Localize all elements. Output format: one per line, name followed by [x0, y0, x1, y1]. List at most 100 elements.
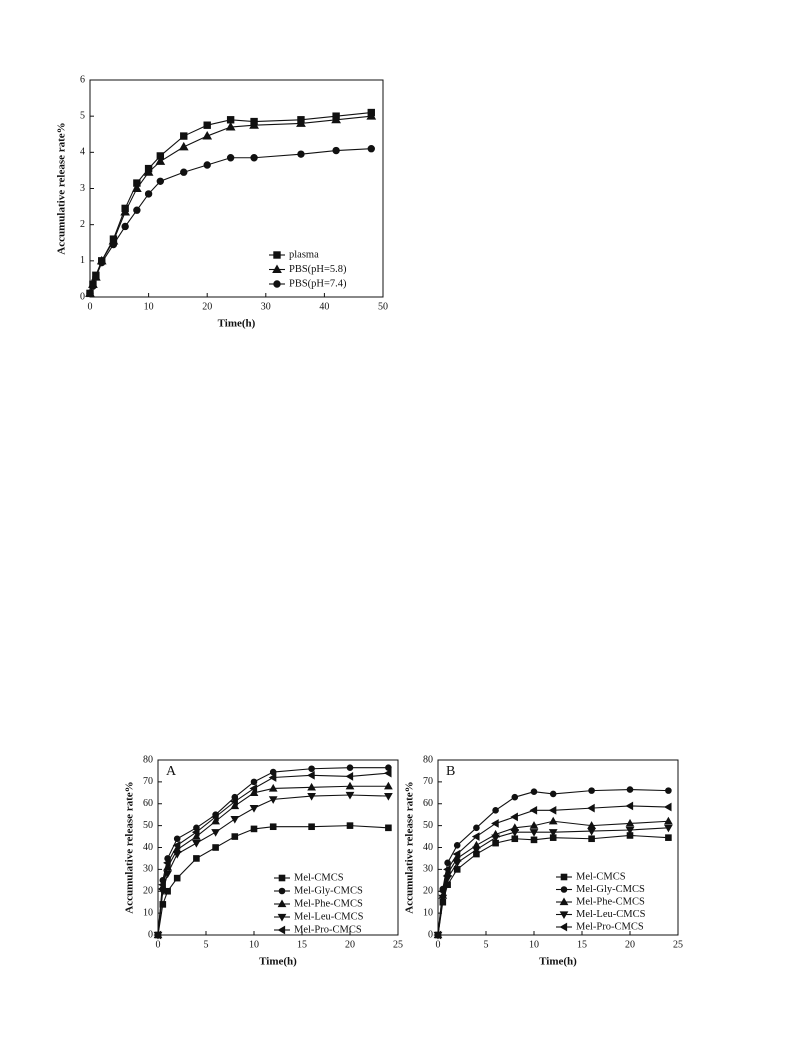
y-axis-label: Accumulative release rate% — [124, 781, 136, 913]
marker — [588, 787, 595, 794]
marker — [345, 772, 354, 781]
marker — [453, 866, 461, 873]
x-tick-label: 5 — [484, 939, 489, 950]
marker — [664, 824, 673, 833]
marker — [278, 887, 286, 895]
y-tick-label: 40 — [143, 842, 153, 853]
legend-label: Mel-Pro-CMCS — [294, 924, 362, 935]
x-tick-label: 5 — [204, 939, 209, 950]
marker — [159, 901, 167, 908]
marker — [225, 122, 236, 131]
legend-entry: Mel-Pro-CMCS — [556, 921, 644, 932]
marker — [250, 154, 258, 162]
marker — [331, 114, 341, 124]
x-tick-label: 50 — [378, 301, 388, 312]
marker — [433, 930, 442, 940]
marker — [268, 783, 278, 792]
marker — [530, 836, 538, 844]
y-tick-label: 80 — [143, 754, 153, 765]
marker — [560, 886, 568, 893]
y-tick-label: 10 — [143, 907, 153, 918]
marker — [384, 792, 393, 801]
legend-entry: Mel-Leu-CMCS — [274, 911, 364, 922]
marker — [367, 145, 375, 153]
legend-entry: Mel-Phe-CMCS — [274, 898, 363, 909]
marker — [268, 773, 277, 782]
marker — [269, 768, 277, 776]
marker — [296, 118, 306, 127]
y-tick-label: 0 — [148, 929, 153, 940]
y-tick-label: 0 — [80, 291, 85, 302]
marker — [529, 821, 539, 829]
marker — [212, 844, 219, 851]
marker — [473, 824, 480, 832]
marker — [587, 827, 596, 836]
legend-label: Mel-CMCS — [294, 872, 344, 883]
marker — [269, 823, 277, 831]
y-tick-label: 2 — [80, 219, 85, 230]
legend-label: Mel-Pro-CMCS — [576, 921, 644, 932]
legend-entry: Mel-Gly-CMCS — [274, 885, 363, 896]
x-tick-label: 20 — [202, 301, 212, 312]
marker — [249, 805, 259, 813]
legend-entry: Mel-CMCS — [274, 872, 344, 883]
marker — [109, 240, 118, 249]
x-tick-label: 15 — [577, 939, 587, 950]
marker — [587, 803, 595, 813]
legend-entry: Mel-Gly-CMCS — [556, 884, 645, 895]
marker — [153, 930, 162, 940]
series-line — [437, 805, 669, 936]
marker — [278, 874, 286, 882]
marker — [121, 222, 129, 231]
legend-entry: PBS(pH=5.8) — [269, 264, 347, 275]
marker — [144, 190, 153, 198]
legend-label: Mel-Phe-CMCS — [576, 896, 645, 907]
marker — [511, 793, 519, 801]
marker — [155, 156, 166, 165]
marker — [89, 282, 97, 290]
marker — [249, 784, 258, 793]
marker — [438, 886, 446, 896]
marker — [192, 832, 201, 840]
y-tick-label: 30 — [423, 864, 433, 875]
marker — [444, 859, 451, 867]
marker — [178, 141, 189, 151]
series-line — [89, 148, 372, 294]
marker — [249, 120, 259, 129]
marker — [211, 812, 219, 822]
marker — [211, 816, 220, 825]
marker — [626, 786, 634, 793]
panel-label: B — [446, 764, 455, 779]
marker — [559, 922, 568, 932]
marker — [277, 899, 287, 908]
y-tick-label: 40 — [423, 842, 433, 853]
y-tick-label: 20 — [143, 886, 153, 897]
marker — [172, 840, 181, 850]
x-tick-label: 15 — [297, 939, 307, 950]
marker — [231, 833, 239, 840]
marker — [548, 816, 558, 825]
marker — [203, 121, 211, 129]
marker — [559, 897, 569, 906]
x-tick-label: 0 — [436, 939, 441, 950]
x-tick-label: 20 — [625, 939, 635, 950]
marker — [346, 822, 354, 829]
marker — [384, 781, 393, 790]
marker — [92, 273, 100, 281]
series-line — [157, 785, 389, 936]
x-tick-label: 10 — [529, 939, 539, 950]
y-tick-label: 0 — [428, 929, 433, 940]
y-tick-label: 1 — [80, 255, 85, 266]
marker — [530, 788, 538, 796]
legend-label: Mel-Gly-CMCS — [294, 885, 363, 896]
marker — [203, 161, 211, 169]
marker — [191, 827, 200, 837]
x-axis-label: Time(h) — [218, 318, 256, 330]
x-axis-label: Time(h) — [539, 956, 577, 968]
marker — [345, 791, 355, 800]
marker — [385, 764, 392, 771]
x-tick-label: 10 — [249, 939, 259, 950]
legend-entry: Mel-CMCS — [556, 871, 626, 882]
y-tick-label: 4 — [80, 147, 85, 158]
